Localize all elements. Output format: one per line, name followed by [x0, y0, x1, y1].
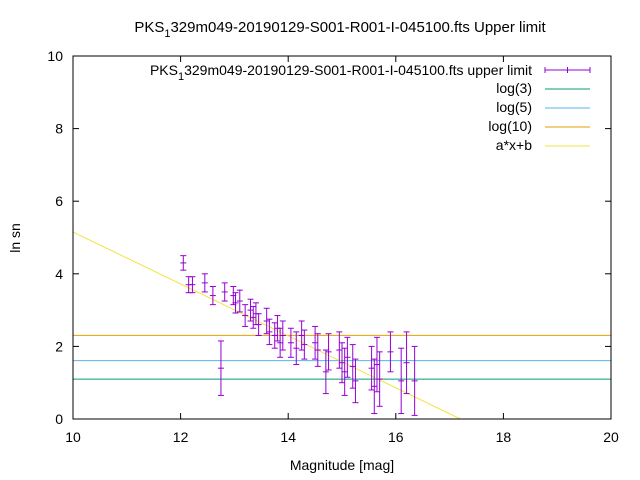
- data-point: [373, 336, 380, 393]
- x-tick-label: 14: [280, 429, 296, 445]
- legend-label-subscript: 1: [178, 71, 184, 83]
- data-point: [387, 331, 394, 373]
- legend: PKS1329m049-20190129-S001-R001-I-045100.…: [150, 62, 591, 153]
- data-point: [180, 255, 187, 271]
- y-tick-label: 6: [55, 193, 63, 209]
- legend-label-log10: log(10): [488, 118, 532, 134]
- y-tick-labels: 0 2 4 6 8 10: [47, 48, 63, 427]
- data-point: [368, 345, 375, 391]
- data-point: [236, 289, 243, 313]
- data-point: [376, 351, 383, 407]
- data-point: [398, 347, 405, 415]
- y-tick-label: 10: [47, 48, 63, 64]
- legend-label-log5: log(5): [496, 99, 532, 115]
- data-point: [411, 345, 418, 416]
- x-tick-label: 10: [65, 429, 81, 445]
- data-point: [279, 320, 286, 351]
- data-point: [352, 358, 359, 404]
- data-point: [242, 304, 249, 327]
- legend-label-fit: a*x+b: [496, 137, 532, 153]
- x-tick-label: 20: [603, 429, 619, 445]
- legend-label-rest: 329m049-20190129-S001-R001-I-045100.fts …: [184, 62, 532, 78]
- data-point: [209, 286, 216, 306]
- chart-title-subscript: 1: [164, 28, 170, 40]
- data-point: [221, 282, 228, 302]
- data-point: [341, 347, 348, 396]
- x-tick-label: 12: [173, 429, 189, 445]
- data-point: [293, 331, 300, 366]
- chart-title: PKS1329m049-20190129-S001-R001-I-045100.…: [134, 19, 546, 40]
- y-tick-label: 4: [55, 266, 63, 282]
- data-point: [403, 331, 410, 395]
- data-point: [287, 327, 294, 358]
- data-point: [271, 322, 278, 349]
- data-point: [301, 329, 308, 360]
- data-point: [232, 292, 239, 314]
- x-tick-label: 16: [388, 429, 404, 445]
- data-point: [349, 344, 356, 389]
- legend-label-series-0: PKS1329m049-20190129-S001-R001-I-045100.…: [150, 62, 532, 83]
- data-point: [255, 313, 262, 337]
- plot-frame: [72, 55, 612, 420]
- data-point: [325, 333, 332, 371]
- data-point: [312, 325, 319, 360]
- legend-samples: [544, 67, 591, 147]
- y-tick-label: 2: [55, 338, 63, 354]
- chart-title-rest: 329m049-20190129-S001-R001-I-045100.fts …: [170, 19, 546, 36]
- chart-title-prefix: PKS: [134, 19, 164, 36]
- y-tick-label: 0: [55, 411, 63, 427]
- legend-label-prefix: PKS: [150, 62, 178, 78]
- data-point: [298, 320, 305, 351]
- data-point: [344, 336, 351, 378]
- data-point: [322, 349, 329, 395]
- legend-label-log3: log(3): [496, 80, 532, 96]
- data-point: [266, 318, 273, 346]
- data-point: [339, 342, 345, 384]
- data-point: [336, 331, 343, 369]
- series-points: [180, 255, 418, 416]
- x-axis-label: Magnitude [mag]: [290, 457, 394, 473]
- data-point: [263, 307, 270, 335]
- data-point: [371, 358, 378, 415]
- data-point: [314, 333, 321, 367]
- data-point: [217, 340, 224, 396]
- x-tick-label: 18: [496, 429, 512, 445]
- data-point: [189, 276, 196, 294]
- y-tick-label: 8: [55, 121, 63, 137]
- x-tick-labels: 10 12 14 16 18 20: [65, 429, 619, 445]
- y-axis-label: ln sn: [7, 223, 23, 253]
- data-point: [201, 273, 208, 293]
- data-point: [277, 327, 284, 358]
